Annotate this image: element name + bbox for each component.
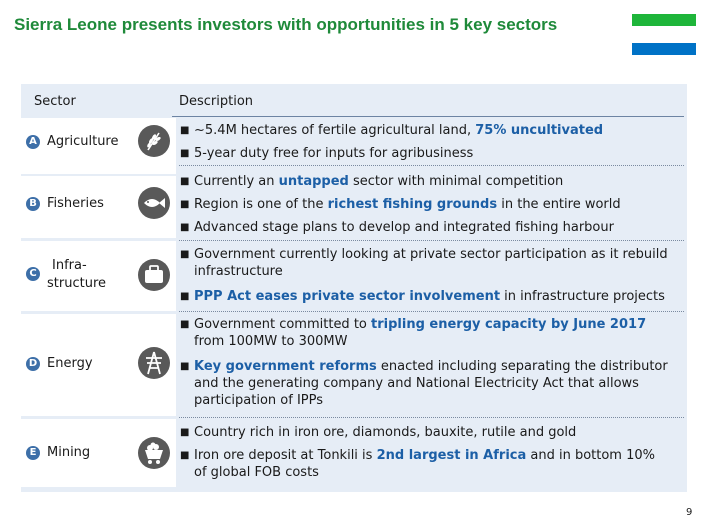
row-divider: [179, 417, 684, 418]
highlighted-text: richest fishing grounds: [327, 197, 498, 212]
sector-label-infrastructure-line2: structure: [47, 276, 106, 291]
sector-badge-d: D: [26, 357, 40, 371]
highlighted-text: Key government reforms: [194, 359, 377, 374]
bullet-marker: ■: [180, 361, 190, 372]
bullet-marker: ■: [180, 427, 190, 438]
sector-label-infrastructure-line1: Infra-: [52, 258, 87, 273]
description-column-header: Description: [179, 94, 254, 109]
bullet-marker: ■: [180, 222, 190, 233]
sector-badge-e: E: [26, 446, 40, 460]
bullet-marker: ■: [180, 199, 190, 210]
desc-a-1: ~5.4M hectares of fertile agricultural l…: [194, 122, 686, 139]
bullet-marker: ■: [180, 176, 190, 187]
desc-b-2: Region is one of the richest fishing gro…: [194, 196, 686, 213]
desc-text: Government committed to: [194, 317, 372, 332]
row-divider: [179, 240, 684, 241]
fish-icon: [138, 187, 170, 219]
desc-e-1: Country rich in iron ore, diamonds, baux…: [194, 424, 686, 441]
sector-label-agriculture: Agriculture: [47, 134, 119, 149]
desc-text: 5-year duty free for inputs for agribusi…: [194, 146, 474, 161]
bullet-marker: ■: [180, 450, 190, 461]
bullet-marker: ■: [180, 291, 190, 302]
highlighted-text: untapped: [278, 174, 349, 189]
wheat-icon: [138, 125, 170, 157]
sector-badge-c: C: [26, 267, 40, 281]
sector-column-header: Sector: [34, 94, 76, 109]
desc-b-3: Advanced stage plans to develop and inte…: [194, 219, 686, 236]
desc-a-2: 5-year duty free for inputs for agribusi…: [194, 145, 686, 162]
bullet-marker: ■: [180, 148, 190, 159]
row-divider: [179, 165, 684, 166]
sector-label-mining: Mining: [47, 445, 91, 460]
desc-text: Advanced stage plans to develop and inte…: [194, 220, 614, 235]
bullet-marker: ■: [180, 125, 190, 136]
highlighted-text: 75% uncultivated: [475, 123, 604, 138]
flag-blue-stripe: [632, 43, 696, 55]
desc-d-2: Key government reforms enacted including…: [194, 358, 682, 409]
desc-text: ~5.4M hectares of fertile agricultural l…: [194, 123, 476, 138]
briefcase-icon: [138, 259, 170, 291]
desc-text: Iron ore deposit at Tonkili is: [194, 448, 377, 463]
desc-text: from 100MW to 300MW: [194, 334, 348, 349]
desc-b-1: Currently an untapped sector with minima…: [194, 173, 686, 190]
desc-c-1: Government currently looking at private …: [194, 246, 674, 280]
sector-label-fisheries: Fisheries: [47, 196, 104, 211]
bullet-marker: ■: [180, 319, 190, 330]
highlighted-text: PPP Act eases private sector involvement: [194, 289, 501, 304]
ore-cart-icon: [138, 437, 170, 469]
page-title: Sierra Leone presents investors with opp…: [14, 15, 558, 34]
desc-text: Government currently looking at private …: [194, 247, 668, 279]
highlighted-text: 2nd largest in Africa: [376, 448, 527, 463]
power-pylon-icon: [138, 347, 170, 379]
sector-label-energy: Energy: [47, 356, 93, 371]
desc-d-1: Government committed to tripling energy …: [194, 316, 669, 350]
desc-e-2: Iron ore deposit at Tonkili is 2nd large…: [194, 447, 664, 481]
highlighted-text: tripling energy capacity by June 2017: [371, 317, 647, 332]
bullet-marker: ■: [180, 249, 190, 260]
flag-white-stripe: [632, 29, 696, 40]
header-divider: [172, 116, 684, 117]
desc-text: in the entire world: [497, 197, 621, 212]
page-number: 9: [686, 507, 693, 518]
row-divider: [179, 311, 684, 312]
flag-green-stripe: [632, 14, 696, 26]
desc-c-2: PPP Act eases private sector involvement…: [194, 288, 686, 305]
desc-text: Country rich in iron ore, diamonds, baux…: [194, 425, 577, 440]
desc-text: sector with minimal competition: [348, 174, 564, 189]
desc-text: in infrastructure projects: [500, 289, 665, 304]
desc-text: Currently an: [194, 174, 279, 189]
desc-text: and in bottom 10% of global FOB costs: [194, 448, 655, 480]
sector-badge-b: B: [26, 197, 40, 211]
desc-text: Region is one of the: [194, 197, 328, 212]
sector-badge-a: A: [26, 135, 40, 149]
desc-text: enacted including separating the distrib…: [194, 359, 668, 408]
